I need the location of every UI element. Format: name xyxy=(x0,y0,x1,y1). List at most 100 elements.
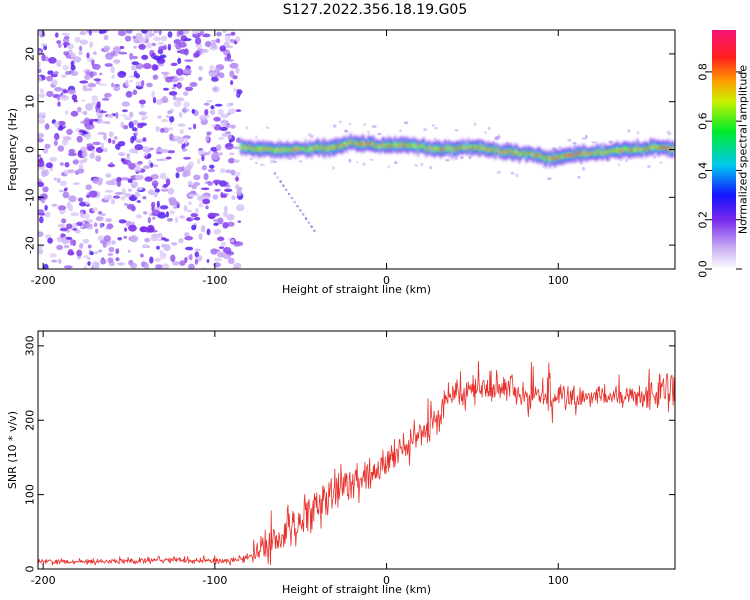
noise-blotch xyxy=(97,132,107,135)
streak-point xyxy=(293,200,297,204)
noise-blotch xyxy=(142,137,147,142)
noise-blotch xyxy=(211,124,216,128)
noise-blotch xyxy=(38,30,42,36)
track-segment xyxy=(395,144,398,147)
noise-blotch xyxy=(62,64,69,71)
noise-blotch xyxy=(126,203,135,210)
noise-blotch xyxy=(159,252,167,260)
track-segment xyxy=(529,152,531,155)
noise-blotch xyxy=(64,162,70,168)
streak-point xyxy=(276,176,280,179)
noise-blotch xyxy=(167,31,173,38)
noise-blotch xyxy=(174,216,179,224)
track-segment xyxy=(554,157,556,161)
track-segment xyxy=(332,146,335,150)
noise-blotch xyxy=(188,263,195,269)
noise-blotch xyxy=(47,237,53,244)
track-segment xyxy=(471,146,474,149)
noise-blotch xyxy=(123,235,128,239)
track-segment xyxy=(348,140,350,143)
colorbar-gradient xyxy=(712,30,736,269)
track-segment xyxy=(522,151,524,153)
track-segment xyxy=(657,146,659,150)
noise-blotch xyxy=(220,119,228,127)
noise-blotch xyxy=(88,190,98,198)
noise-blotch xyxy=(95,216,104,222)
sparse-speckle xyxy=(433,137,437,141)
track-segment xyxy=(512,152,515,156)
track-segment xyxy=(596,149,598,153)
track-segment xyxy=(465,147,468,150)
noise-blotch xyxy=(219,45,226,52)
noise-blotch xyxy=(72,228,77,231)
noise-blotch xyxy=(65,236,73,240)
noise-blotch xyxy=(225,45,234,49)
track-segment xyxy=(606,151,609,155)
noise-blotch xyxy=(136,200,141,203)
track-segment xyxy=(440,147,443,150)
track-segment xyxy=(490,148,492,151)
track-segment xyxy=(342,142,345,146)
track-segment xyxy=(263,147,266,150)
track-segment xyxy=(634,148,637,151)
noise-blotch xyxy=(87,257,91,260)
noise-blotch xyxy=(187,180,193,186)
noise-blotch xyxy=(165,114,170,118)
track-segment xyxy=(260,148,263,152)
snr-x-label: Height of straight line (km) xyxy=(282,583,431,596)
noise-blotch xyxy=(141,146,150,151)
track-segment xyxy=(544,155,547,158)
noise-blotch xyxy=(135,33,143,41)
noise-blotch xyxy=(161,118,169,123)
noise-blotch xyxy=(182,91,189,97)
noise-blotch xyxy=(160,127,165,133)
track-segment xyxy=(393,143,395,146)
noise-blotch xyxy=(125,156,131,161)
noise-blotch xyxy=(54,71,59,75)
noise-blotch xyxy=(173,100,182,107)
noise-blotch xyxy=(227,108,236,115)
noise-blotch xyxy=(184,136,188,145)
track-segment xyxy=(288,148,290,151)
noise-blotch xyxy=(184,86,194,92)
noise-blotch xyxy=(107,252,114,257)
noise-blotch xyxy=(170,62,178,67)
noise-blotch xyxy=(93,222,98,228)
track-segment xyxy=(468,145,471,148)
noise-blotch xyxy=(229,62,239,69)
noise-blotch xyxy=(211,212,220,217)
noise-blotch xyxy=(209,110,216,115)
noise-blotch xyxy=(183,68,192,75)
noise-blotch xyxy=(78,163,84,170)
noise-blotch xyxy=(53,140,58,146)
sparse-speckle xyxy=(494,136,500,141)
track-segment xyxy=(311,149,313,152)
track-segment xyxy=(334,146,337,150)
track-segment xyxy=(390,144,392,148)
sparse-speckle xyxy=(331,166,336,170)
noise-blotch xyxy=(153,36,162,42)
track-segment xyxy=(508,149,511,152)
noise-blotch xyxy=(230,80,234,86)
y-tick-label: 10 xyxy=(24,95,37,109)
noise-blotch xyxy=(67,251,75,256)
noise-blotch xyxy=(184,236,194,241)
track-segment xyxy=(623,148,625,152)
noise-blotch xyxy=(143,211,148,215)
noise-blotch xyxy=(83,117,91,125)
noise-blotch xyxy=(236,89,243,95)
noise-blotch xyxy=(232,146,241,150)
sparse-speckle xyxy=(581,137,587,140)
noise-blotch xyxy=(151,64,159,71)
track-segment xyxy=(659,146,661,150)
noise-blotch xyxy=(72,159,80,165)
noise-blotch xyxy=(214,189,221,192)
track-segment xyxy=(316,145,318,149)
track-segment xyxy=(533,156,536,159)
noise-blotch xyxy=(113,59,121,64)
track-segment xyxy=(344,142,346,145)
noise-blotch xyxy=(59,180,68,187)
noise-blotch xyxy=(118,51,128,55)
noise-blotch xyxy=(44,204,48,211)
